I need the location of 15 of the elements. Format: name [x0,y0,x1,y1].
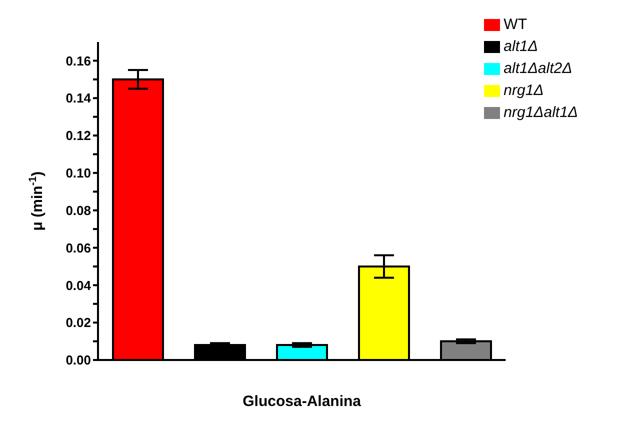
legend-label: nrg1Δalt1Δ [504,104,578,121]
y-tick-label: 0.10 [66,166,91,181]
y-tick-label: 0.16 [66,53,91,68]
legend-label: alt1Δ [504,38,538,55]
y-tick-label: 0.06 [66,240,91,256]
legend-label: alt1Δalt2Δ [504,60,572,77]
y-tick-label: 0.14 [66,90,92,106]
y-tick-label: 0.12 [66,128,91,144]
y-tick-label: 0.00 [66,352,91,368]
legend-label: nrg1Δ [504,82,544,99]
y-tick-label: 0.08 [66,202,91,218]
legend-label: WT [504,16,527,33]
x-axis-title: Glucosa-Alanina [242,393,362,410]
y-tick-label: 0.02 [66,315,91,330]
y-tick-label: 0.04 [66,278,92,293]
